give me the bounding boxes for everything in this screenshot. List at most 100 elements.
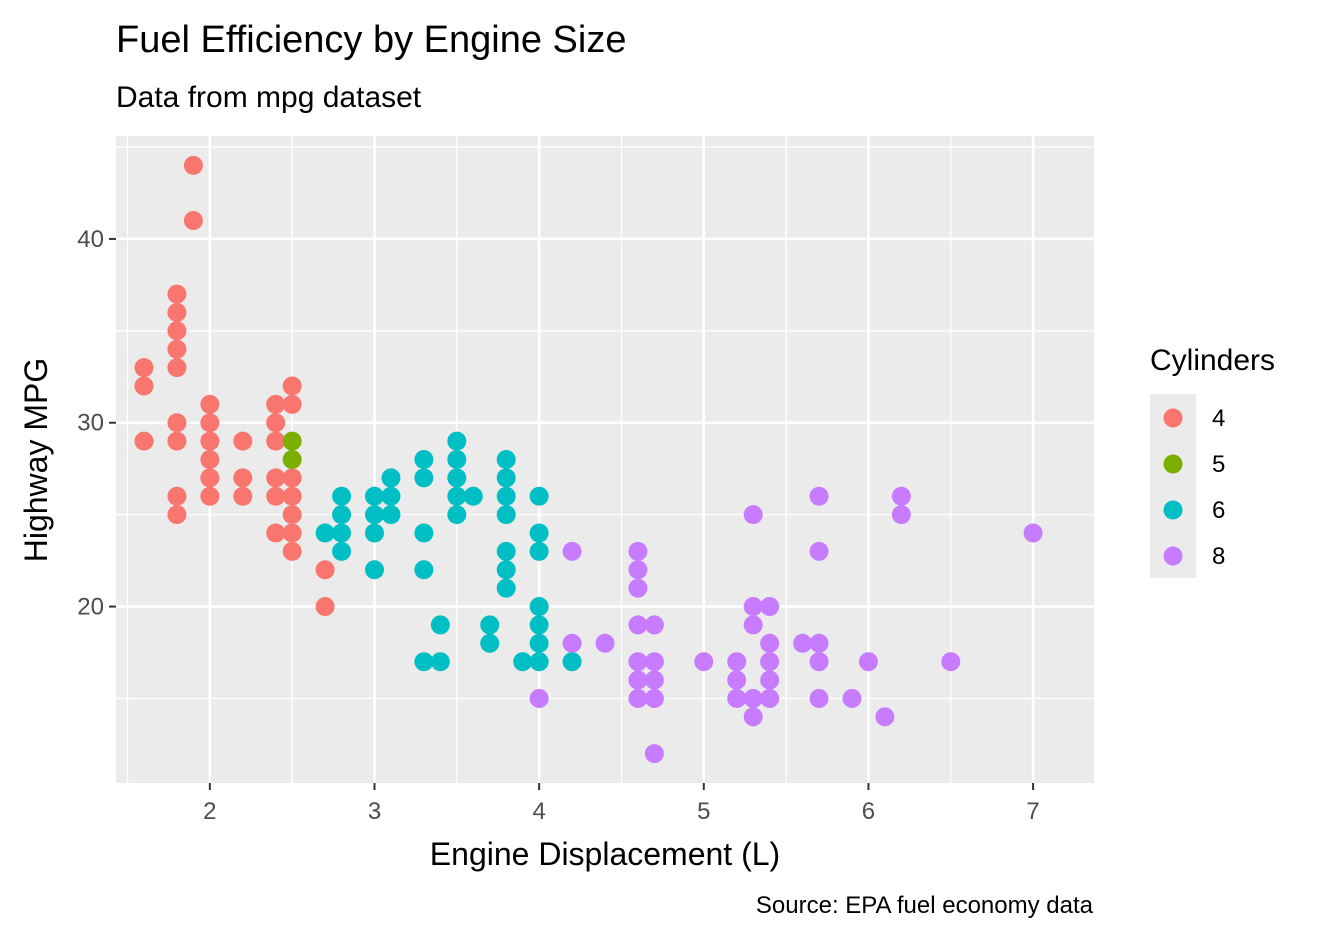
legend-title: Cylinders (1150, 344, 1275, 377)
data-point-cyl-6 (529, 597, 549, 617)
data-point-cyl-8 (628, 615, 648, 635)
y-tick-label: 20 (77, 594, 104, 621)
data-point-cyl-5 (282, 450, 302, 469)
data-point-cyl-4 (134, 358, 154, 378)
data-point-cyl-8 (644, 744, 664, 764)
x-tick-label: 7 (1026, 798, 1039, 825)
data-point-cyl-4 (200, 413, 220, 433)
data-point-cyl-4 (200, 486, 220, 506)
data-point-cyl-8 (628, 578, 648, 598)
data-point-cyl-4 (134, 431, 154, 451)
data-point-cyl-6 (381, 505, 401, 525)
data-point-cyl-6 (364, 560, 384, 580)
data-point-cyl-8 (858, 652, 878, 672)
data-point-cyl-8 (727, 652, 747, 672)
data-point-cyl-4 (282, 468, 302, 488)
x-tick-label: 3 (368, 798, 381, 825)
data-point-cyl-4 (167, 321, 187, 341)
legend-label-cyl-6: 6 (1212, 497, 1225, 524)
data-point-cyl-6 (529, 523, 549, 543)
legend-key-cyl-6 (1163, 500, 1183, 520)
data-point-cyl-6 (447, 431, 467, 451)
data-point-cyl-6 (496, 468, 516, 488)
data-point-cyl-8 (809, 633, 829, 653)
data-point-cyl-6 (513, 652, 533, 672)
data-point-cyl-6 (496, 450, 516, 469)
x-tick-label: 5 (697, 798, 710, 825)
data-point-cyl-4 (167, 505, 187, 525)
data-point-cyl-8 (628, 541, 648, 561)
data-point-cyl-8 (727, 670, 747, 690)
data-point-cyl-8 (727, 688, 747, 708)
data-point-cyl-5 (282, 431, 302, 451)
data-point-cyl-8 (562, 541, 582, 561)
plot-panel (116, 136, 1094, 783)
data-point-cyl-8 (793, 633, 813, 653)
data-point-cyl-6 (447, 505, 467, 525)
data-point-cyl-6 (529, 615, 549, 635)
data-point-cyl-8 (529, 688, 549, 708)
data-point-cyl-6 (480, 615, 500, 635)
data-point-cyl-6 (414, 450, 434, 469)
data-point-cyl-4 (167, 358, 187, 378)
data-point-cyl-8 (1023, 523, 1043, 543)
data-point-cyl-6 (562, 652, 582, 672)
data-point-cyl-6 (381, 486, 401, 506)
x-tick-label: 6 (862, 798, 875, 825)
data-point-cyl-4 (282, 376, 302, 396)
data-point-cyl-8 (743, 688, 763, 708)
data-point-cyl-4 (200, 468, 220, 488)
data-point-cyl-6 (480, 633, 500, 653)
data-point-cyl-4 (200, 431, 220, 451)
data-point-cyl-8 (628, 560, 648, 580)
data-point-cyl-8 (743, 615, 763, 635)
data-point-cyl-6 (381, 468, 401, 488)
data-point-cyl-6 (332, 505, 352, 525)
data-point-cyl-6 (447, 486, 467, 506)
data-point-cyl-8 (595, 633, 615, 653)
x-tick-label: 2 (203, 798, 216, 825)
data-point-cyl-6 (529, 633, 549, 653)
data-point-cyl-4 (183, 211, 203, 231)
data-point-cyl-8 (628, 670, 648, 690)
data-point-cyl-8 (760, 670, 780, 690)
data-point-cyl-6 (529, 541, 549, 561)
data-point-cyl-4 (167, 431, 187, 451)
data-point-cyl-4 (183, 155, 203, 175)
data-point-cyl-6 (332, 541, 352, 561)
chart-caption: Source: EPA fuel economy data (756, 892, 1094, 919)
data-point-cyl-4 (282, 523, 302, 543)
data-point-cyl-6 (414, 468, 434, 488)
data-point-cyl-6 (332, 486, 352, 506)
x-axis: 2 3 4 5 6 7 (203, 783, 1040, 825)
data-point-cyl-4 (282, 505, 302, 525)
data-point-cyl-6 (364, 505, 384, 525)
data-point-cyl-8 (743, 597, 763, 617)
chart-title: Fuel Efficiency by Engine Size (116, 19, 626, 61)
data-point-cyl-8 (941, 652, 961, 672)
data-point-cyl-8 (760, 688, 780, 708)
data-point-cyl-6 (332, 523, 352, 543)
data-point-cyl-6 (529, 486, 549, 506)
legend: 4 5 6 8 (1163, 405, 1225, 570)
data-point-cyl-6 (529, 652, 549, 672)
data-point-cyl-4 (282, 486, 302, 506)
legend-label-cyl-5: 5 (1212, 451, 1225, 478)
data-point-cyl-8 (842, 688, 862, 708)
legend-key-cyl-5 (1163, 454, 1183, 474)
data-point-cyl-4 (167, 284, 187, 304)
x-tick-label: 4 (532, 798, 545, 825)
data-point-cyl-6 (315, 523, 335, 543)
y-tick-label: 30 (77, 410, 104, 437)
data-point-cyl-8 (694, 652, 714, 672)
data-point-cyl-4 (233, 431, 253, 451)
legend-label-cyl-8: 8 (1212, 543, 1225, 570)
data-point-cyl-8 (743, 505, 763, 525)
legend-key-cyl-8 (1163, 546, 1183, 566)
data-point-cyl-8 (760, 597, 780, 617)
data-point-cyl-8 (743, 707, 763, 727)
y-axis-title: Highway MPG (18, 358, 54, 563)
data-point-cyl-4 (266, 413, 286, 433)
data-point-cyl-4 (200, 394, 220, 414)
